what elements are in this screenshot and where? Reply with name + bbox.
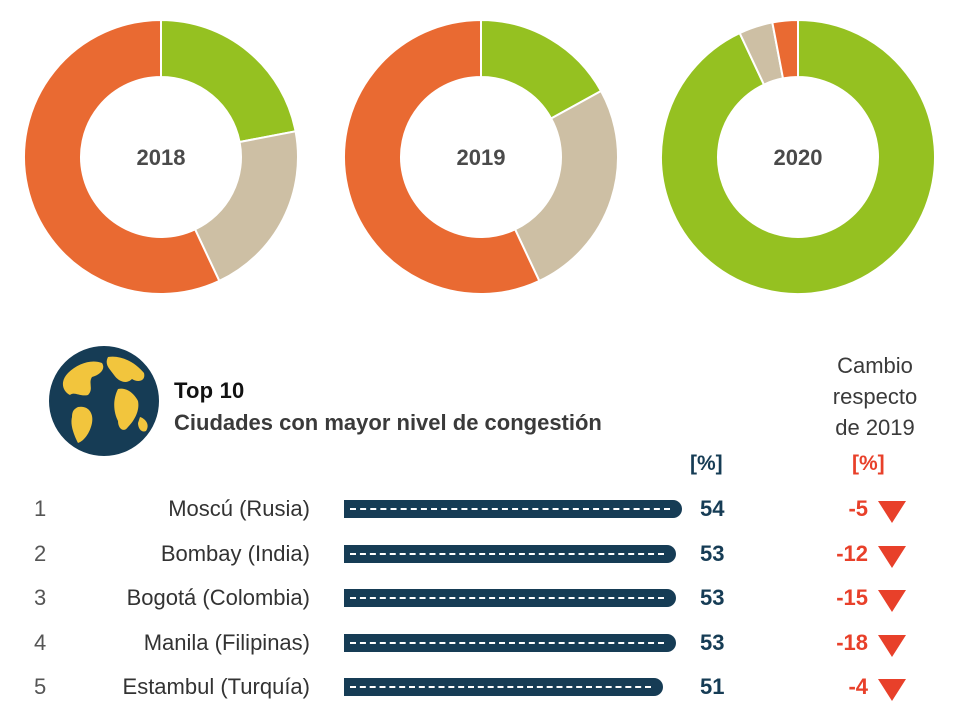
change-header-line: Cambio — [837, 353, 913, 378]
city-row: 3 Bogotá (Colombia) 53 -15 — [0, 577, 960, 617]
road-dash-line — [350, 508, 670, 510]
donut-slice — [343, 18, 541, 295]
rank-number: 5 — [34, 674, 47, 699]
donut-year-label: 2020 — [774, 145, 823, 170]
donut-2018: 2018 — [23, 18, 299, 295]
city-name: Bogotá (Colombia) — [126, 585, 310, 610]
city-row: 1 Moscú (Rusia) 54 -5 — [0, 488, 960, 528]
congestion-bar — [344, 589, 676, 607]
chart-title: Top 10 — [174, 378, 245, 403]
road-dash-line — [350, 686, 651, 688]
change-header: Cambio respecto de 2019 — [812, 350, 938, 443]
change-value: -4 — [848, 674, 868, 699]
down-arrow-icon — [878, 501, 906, 523]
road-dash-line — [350, 552, 664, 555]
congestion-value: 53 — [700, 540, 725, 566]
road-dash-line — [350, 641, 664, 644]
donut-slice — [160, 18, 297, 144]
congestion-bar — [344, 500, 682, 518]
city-row: 2 Bombay (India) 53 -12 — [0, 533, 960, 573]
change-value: -5 — [848, 496, 868, 521]
donut-slice — [23, 18, 221, 295]
rank-number: 1 — [34, 496, 47, 521]
change-header-line: de 2019 — [835, 415, 915, 440]
donut-slice — [193, 130, 299, 283]
congestion-value: 53 — [700, 629, 725, 655]
congestion-value: 53 — [700, 585, 725, 610]
city-row: 4 Manila (Filipinas) 53 -18 — [0, 622, 960, 662]
down-arrow-icon — [878, 634, 906, 657]
congestion-bar — [344, 544, 676, 563]
change-value: -12 — [836, 540, 868, 566]
donut-2020: 2020 — [660, 18, 936, 295]
chart-subtitle: Ciudades con mayor nivel de congestión — [174, 410, 602, 435]
city-row: 5 Estambul (Turquía) 51 -4 — [0, 666, 960, 706]
donut-slice — [513, 89, 619, 283]
donut-charts: 2018 2019 2020 — [23, 18, 936, 295]
donut-year-label: 2018 — [137, 145, 186, 170]
congestion-value: 54 — [700, 496, 725, 521]
change-value: -15 — [836, 585, 868, 610]
congestion-value: 51 — [700, 674, 725, 699]
donut-slice — [771, 18, 799, 80]
change-header-line: respecto — [832, 384, 918, 409]
donut-2019: 2019 — [343, 18, 619, 295]
value-unit-label: [%] — [690, 452, 723, 475]
city-name: Manila (Filipinas) — [143, 629, 310, 655]
rank-number: 4 — [34, 629, 47, 655]
city-name: Bombay (India) — [160, 540, 310, 566]
road-dash-line — [350, 597, 664, 599]
change-unit-label: [%] — [852, 452, 885, 475]
change-value: -18 — [836, 629, 868, 655]
down-arrow-icon — [878, 590, 906, 612]
city-name: Estambul (Turquía) — [122, 674, 310, 699]
down-arrow-icon — [878, 545, 906, 568]
globe-icon — [49, 346, 159, 456]
down-arrow-icon — [878, 679, 906, 701]
rank-number: 2 — [34, 540, 47, 566]
congestion-bar — [344, 633, 676, 652]
city-name: Moscú (Rusia) — [168, 496, 310, 521]
donut-slice — [660, 18, 936, 295]
congestion-bar — [344, 678, 663, 696]
donut-year-label: 2019 — [457, 145, 506, 170]
rank-number: 3 — [34, 585, 47, 610]
